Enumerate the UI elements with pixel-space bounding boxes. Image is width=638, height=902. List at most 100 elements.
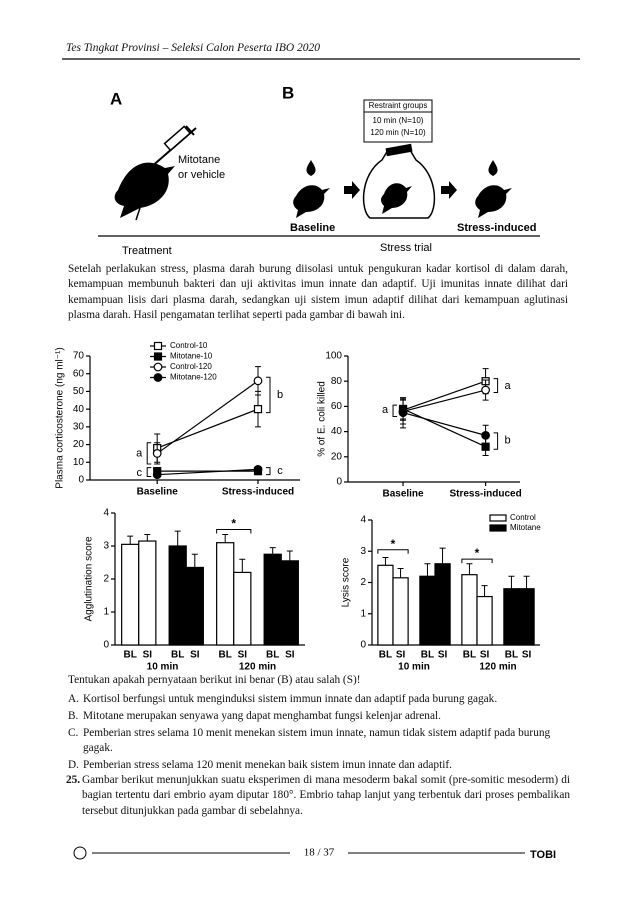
option-letter: A. xyxy=(68,693,79,705)
panel-label: A xyxy=(110,89,122,108)
bracket xyxy=(377,549,409,554)
bar xyxy=(461,574,478,646)
bar xyxy=(434,563,451,646)
option-text: Pemberian stress selama 120 menit meneka… xyxy=(83,759,452,771)
x-tick-label: Baseline xyxy=(137,487,179,498)
marker xyxy=(398,408,408,418)
error-bar xyxy=(397,567,404,578)
treatment-label: Treatment xyxy=(122,245,172,257)
bar xyxy=(476,595,493,646)
bar xyxy=(233,571,252,646)
bracket xyxy=(392,404,398,417)
y-tick-label: 60 xyxy=(331,401,343,412)
legend-swatch xyxy=(489,514,507,522)
bracket xyxy=(266,467,271,476)
error-bar xyxy=(523,575,530,589)
y-tick-label: 100 xyxy=(325,351,342,362)
y-tick-label: 40 xyxy=(73,404,85,415)
x-tick-label: SI xyxy=(238,650,248,661)
bracket xyxy=(461,558,493,564)
injection-label: Mitotane xyxy=(178,154,220,166)
legend-swatch xyxy=(489,524,507,532)
series-line xyxy=(157,468,259,476)
bag-tie xyxy=(385,143,413,157)
injection-label: or vehicle xyxy=(178,169,225,181)
y-tick-label: 1 xyxy=(360,608,366,619)
annotation: b xyxy=(505,434,511,446)
series-line xyxy=(402,408,486,448)
error-bar xyxy=(508,575,515,589)
bird xyxy=(114,162,175,218)
option-text: Mitotane merupakan senyawa yang dapat me… xyxy=(83,710,441,722)
x-tick-label: BL xyxy=(124,650,137,661)
x-tick-label: SI xyxy=(396,650,406,661)
bar xyxy=(503,588,520,646)
series-line xyxy=(156,380,259,454)
legend-marker xyxy=(153,362,163,372)
annotation: * xyxy=(391,537,396,551)
bird-leg xyxy=(135,207,141,221)
legend-label: Mitotane-10 xyxy=(170,352,213,361)
bird xyxy=(381,183,412,214)
x-tick-label: SI xyxy=(438,650,448,661)
marker xyxy=(253,464,263,474)
bracket xyxy=(493,378,499,394)
baseline-label: Baseline xyxy=(290,222,335,234)
y-tick-label: 0 xyxy=(78,475,84,486)
restraint-box xyxy=(363,111,433,143)
y-tick-label: 2 xyxy=(360,577,366,588)
y-axis-label: Lysis score xyxy=(341,557,352,607)
marker xyxy=(152,470,162,480)
x-tick-label: Baseline xyxy=(382,489,424,500)
panel-label: B xyxy=(282,83,294,102)
marker xyxy=(481,385,491,395)
y-axis-label: % of E. coli killed xyxy=(317,381,328,457)
annotation: c xyxy=(277,465,283,477)
error-bar xyxy=(382,557,389,566)
legend-marker xyxy=(153,341,163,351)
question-prompt: Tentukan apakah pernyataan berikut ini b… xyxy=(68,674,361,686)
legend-label: Control-10 xyxy=(170,341,208,350)
annotation: c xyxy=(136,467,142,479)
y-tick-label: 3 xyxy=(103,541,109,552)
bar xyxy=(121,543,140,646)
bar xyxy=(518,588,535,646)
option-letter: B. xyxy=(68,710,79,722)
error-bar xyxy=(439,547,446,564)
error-bar xyxy=(174,530,181,546)
y-tick-label: 10 xyxy=(73,457,85,468)
y-tick-label: 30 xyxy=(73,421,85,432)
x-tick-label: BL xyxy=(266,650,279,661)
legend-label: Mitotane xyxy=(510,523,541,532)
y-tick-label: 0 xyxy=(103,640,109,651)
blood-drop xyxy=(488,160,498,176)
x-tick-label: BL xyxy=(421,650,434,661)
y-tick-label: 4 xyxy=(360,515,366,526)
y-tick-label: 20 xyxy=(73,439,85,450)
error-bar xyxy=(127,535,134,545)
legend-marker xyxy=(153,352,163,361)
restraint-group: 10 min (N=10) xyxy=(373,116,424,125)
arrow xyxy=(344,181,360,199)
footer-logo: TOBI xyxy=(530,849,556,861)
marker xyxy=(481,430,491,440)
annotation: a xyxy=(382,404,389,416)
error-bar xyxy=(424,563,431,577)
x-tick-label: BL xyxy=(171,650,184,661)
x-tick-label: SI xyxy=(190,650,200,661)
group-label: 120 min xyxy=(479,662,516,673)
bar xyxy=(392,577,409,646)
bar xyxy=(185,566,204,646)
bar xyxy=(216,542,235,646)
footer-emblem xyxy=(73,846,87,860)
bracket xyxy=(493,432,499,450)
bar xyxy=(168,545,187,646)
y-axis-label: Agglutination score xyxy=(84,536,95,621)
error-bar xyxy=(466,563,473,575)
option-text: Kortisol berfungsi untuk menginduksi sis… xyxy=(83,693,498,705)
question-text: Gambar berikut menunjukkan suatu eksperi… xyxy=(82,774,570,817)
x-tick-label: SI xyxy=(285,650,295,661)
x-tick-label: BL xyxy=(219,650,232,661)
chart: 0 10 20 30 40 50 60 70 Plasma corticosterone (ng… xyxy=(55,341,300,498)
